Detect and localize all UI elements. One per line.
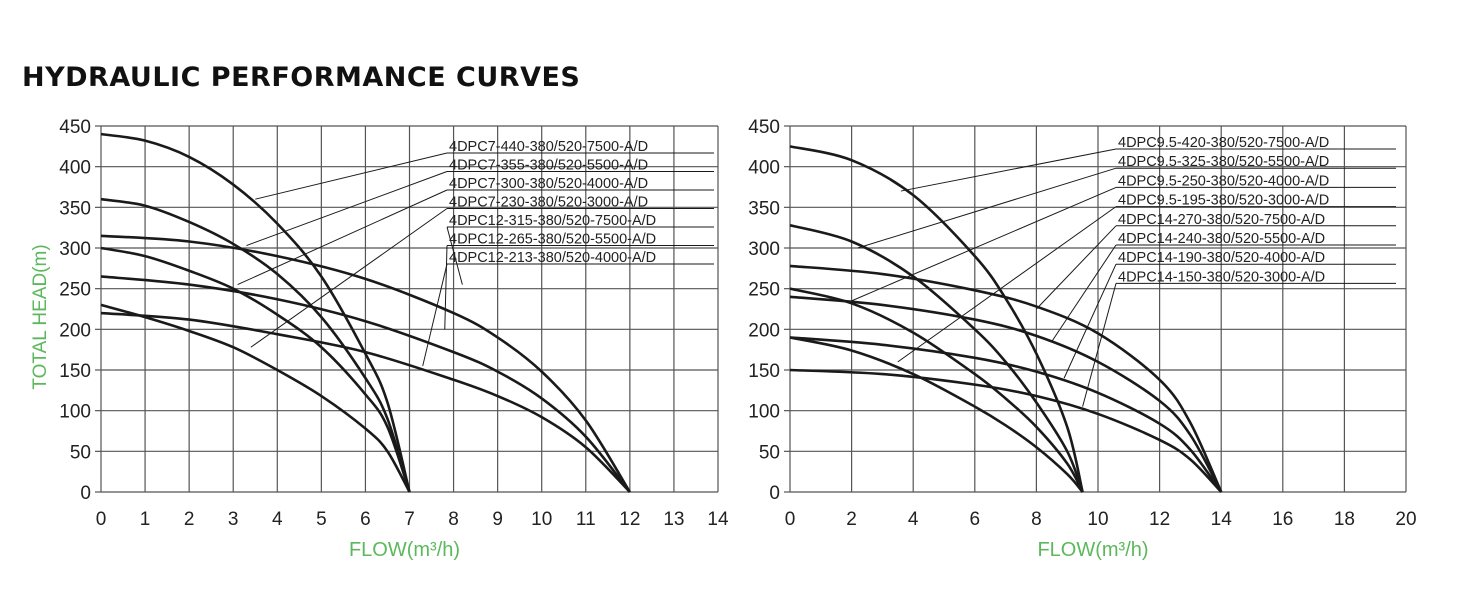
legend-label: 4DPC9.5-195-380/520-3000-A/D	[1118, 193, 1329, 209]
leader-line	[1082, 283, 1117, 407]
y-tick-label: 350	[748, 198, 780, 219]
leader-line	[422, 263, 448, 367]
x-tick-label: 10	[1087, 509, 1108, 530]
x-tick-label: 2	[846, 509, 857, 530]
y-tick-label: 400	[59, 158, 91, 179]
leader-line	[1036, 225, 1117, 310]
series-line	[789, 336, 1084, 493]
x-tick-label: 7	[404, 509, 415, 530]
series-line	[789, 223, 1084, 493]
y-tick-label: 350	[59, 198, 91, 219]
page-title: HYDRAULIC PERFORMANCE CURVES	[22, 62, 581, 93]
chart-flow-9-5-14: 0 2 4 6 8 10 12 14 16 18 2005010015020025030035040…	[748, 117, 1416, 561]
series-line	[789, 287, 1084, 493]
y-axis-label: TOTAL HEAD(m)	[30, 244, 51, 389]
y-tick-label: 450	[748, 117, 780, 138]
y-tick-label: 300	[59, 239, 91, 260]
x-tick-label: 8	[448, 509, 459, 530]
series-line	[789, 368, 1223, 493]
y-tick-label: 0	[769, 483, 780, 504]
series-line	[789, 145, 1084, 493]
leader-line	[897, 206, 1117, 363]
y-tick-label: 50	[70, 442, 91, 463]
leader-line	[900, 148, 1117, 192]
legend-label: 4DPC14-240-380/520-5500-A/D	[1118, 231, 1325, 247]
legend-label: 4DPC7-355-380/520-5500-A/D	[449, 158, 648, 174]
leader-line	[444, 245, 448, 330]
x-tick-label: 3	[228, 509, 239, 530]
y-tick-label: 100	[748, 402, 780, 423]
series-line	[100, 275, 631, 493]
y-tick-label: 50	[759, 442, 780, 463]
leader-line	[1051, 244, 1117, 342]
legend-label: 4DPC12-265-380/520-5500-A/D	[449, 232, 656, 248]
legend-label: 4DPC7-440-380/520-7500-A/D	[449, 139, 648, 155]
leader-line	[237, 189, 448, 286]
series-line	[100, 311, 631, 493]
series-line	[100, 303, 411, 493]
x-tick-label: 1	[140, 509, 151, 530]
x-tick-label: 8	[1031, 509, 1042, 530]
legend-label: 4DPC12-213-380/520-4000-A/D	[449, 250, 656, 266]
leader-line	[446, 226, 463, 285]
series-line	[100, 234, 631, 493]
legend-label: 4DPC7-230-380/520-3000-A/D	[449, 195, 648, 211]
x-tick-label: 6	[360, 509, 371, 530]
y-tick-label: 200	[748, 320, 780, 341]
leader-line	[250, 208, 448, 348]
y-tick-label: 150	[748, 361, 780, 382]
leader-line	[246, 171, 448, 247]
y-tick-label: 100	[59, 402, 91, 423]
x-tick-label: 9	[492, 509, 503, 530]
y-tick-label: 300	[748, 239, 780, 260]
x-tick-label: 14	[1211, 509, 1233, 530]
x-tick-label: 11	[576, 509, 596, 530]
x-axis-label: FLOW(m³/h)	[349, 539, 460, 561]
y-tick-label: 250	[59, 280, 91, 301]
y-tick-label: 400	[748, 158, 780, 179]
chart-flow-7-12: 0 1 2 3 4 5 6 7 8 9 10 11 12 13 1405010015020025030035…	[30, 117, 729, 561]
leader-line	[1063, 263, 1117, 379]
x-tick-label: 20	[1395, 509, 1416, 530]
series-line	[100, 197, 411, 493]
series-line	[789, 336, 1223, 493]
x-tick-label: 6	[970, 509, 981, 530]
x-tick-label: 5	[316, 509, 327, 530]
y-tick-label: 150	[59, 361, 91, 382]
legend-label: 4DPC12-315-380/520-7500-A/D	[449, 213, 656, 229]
y-tick-label: 200	[59, 320, 91, 341]
series-line	[789, 295, 1223, 493]
y-tick-label: 250	[748, 280, 780, 301]
x-tick-label: 4	[272, 509, 283, 530]
legend-label: 4DPC7-300-380/520-4000-A/D	[449, 176, 648, 192]
y-tick-label: 0	[80, 483, 91, 504]
x-tick-label: 13	[663, 509, 684, 530]
y-tick-label: 450	[59, 117, 91, 138]
leader-line	[851, 186, 1117, 302]
x-tick-label: 0	[96, 509, 107, 530]
x-tick-label: 10	[531, 509, 552, 530]
leader-line	[255, 152, 448, 200]
x-tick-label: 2	[184, 509, 195, 530]
x-tick-label: 14	[707, 509, 729, 530]
series-line	[789, 264, 1223, 493]
legend-label: 4DPC14-270-380/520-7500-A/D	[1118, 212, 1325, 228]
leader-line	[857, 167, 1117, 249]
x-tick-label: 12	[1149, 509, 1170, 530]
series-line	[100, 132, 411, 493]
legend-label: 4DPC14-150-380/520-3000-A/D	[1118, 269, 1325, 285]
legend-label: 4DPC14-190-380/520-4000-A/D	[1118, 250, 1325, 266]
x-tick-label: 12	[619, 509, 640, 530]
x-tick-label: 0	[785, 509, 796, 530]
legend-label: 4DPC9.5-325-380/520-5500-A/D	[1118, 154, 1329, 170]
x-tick-label: 16	[1272, 509, 1293, 530]
x-tick-label: 18	[1334, 509, 1355, 530]
x-tick-label: 4	[908, 509, 919, 530]
legend-label: 4DPC9.5-420-380/520-7500-A/D	[1118, 135, 1329, 151]
x-axis-label: FLOW(m³/h)	[1037, 539, 1148, 561]
legend-label: 4DPC9.5-250-380/520-4000-A/D	[1118, 173, 1329, 189]
grid	[100, 125, 719, 493]
series-line	[100, 246, 411, 493]
